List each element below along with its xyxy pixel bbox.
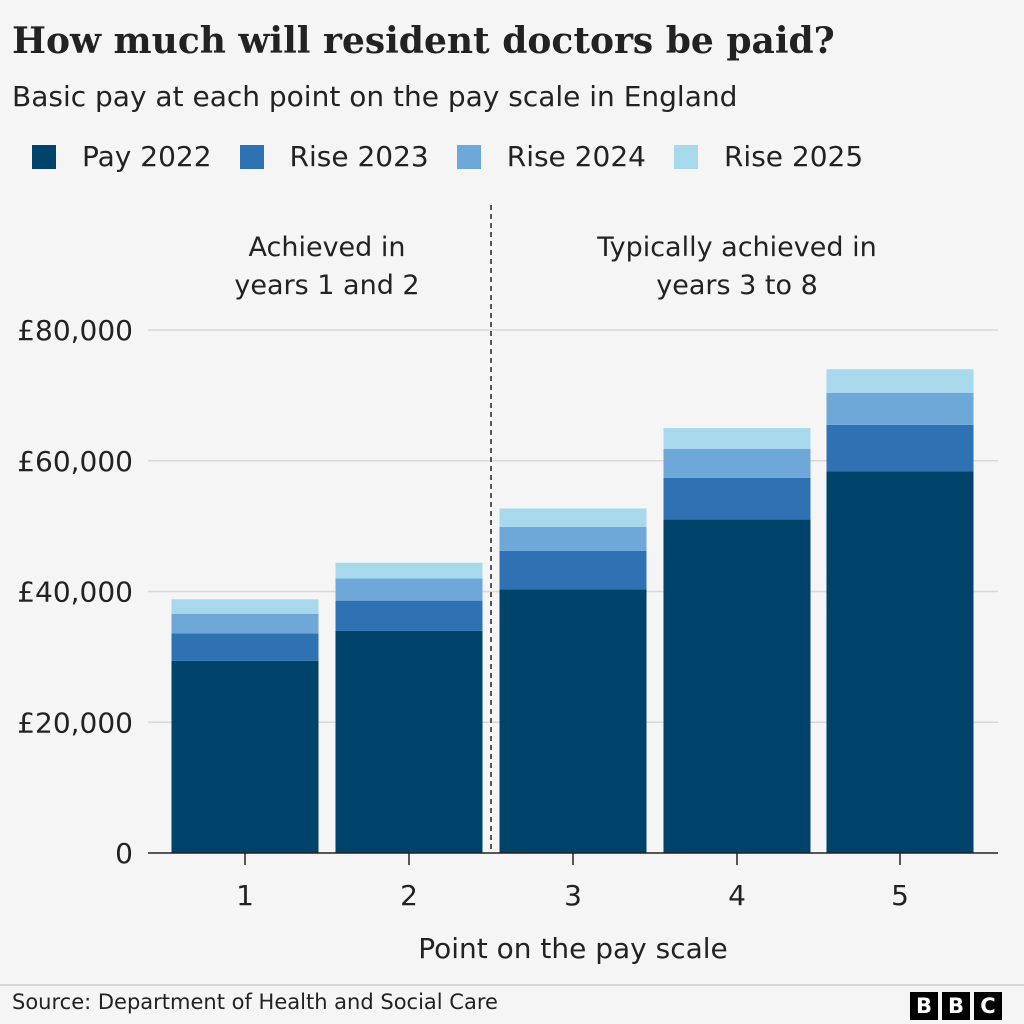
bbc-logo: B B C xyxy=(910,992,1002,1020)
bar-segment-pay-2022 xyxy=(826,471,974,853)
legend-item-rise-2024: Rise 2024 xyxy=(456,140,646,173)
legend-swatch xyxy=(32,144,56,169)
bar-segment-pay-2022 xyxy=(663,519,811,853)
annotation-text: Achieved in xyxy=(249,232,406,263)
legend-item-rise-2025: Rise 2025 xyxy=(673,140,864,173)
x-axis-label: Point on the pay scale xyxy=(418,932,728,965)
logo-letter: B xyxy=(942,992,970,1020)
bar-segment-rise-2024 xyxy=(499,526,647,551)
y-tick-label: £60,000 xyxy=(17,445,133,478)
bar-segment-rise-2023 xyxy=(171,633,319,661)
bar-segment-rise-2025 xyxy=(499,508,647,527)
x-tick-label: 4 xyxy=(728,879,746,912)
legend: Pay 2022 Rise 2023 Rise 2024 Rise 2025 xyxy=(32,140,891,173)
bar-segment-rise-2024 xyxy=(826,392,974,425)
legend-item-rise-2023: Rise 2023 xyxy=(239,140,429,173)
legend-swatch xyxy=(456,144,481,169)
bar-segment-rise-2025 xyxy=(335,562,483,579)
bar-segment-rise-2025 xyxy=(171,599,319,614)
legend-label: Pay 2022 xyxy=(82,140,212,173)
legend-swatch xyxy=(239,144,264,169)
bar-segment-rise-2025 xyxy=(826,369,974,393)
y-tick-label: £80,000 xyxy=(17,314,133,347)
bar-segment-rise-2023 xyxy=(499,550,647,590)
logo-letter: B xyxy=(910,992,938,1020)
legend-label: Rise 2023 xyxy=(289,140,429,173)
legend-label: Rise 2025 xyxy=(723,140,864,173)
bar-segment-rise-2024 xyxy=(335,578,483,601)
x-tick-label: 1 xyxy=(236,879,254,912)
bar-segment-pay-2022 xyxy=(335,630,483,853)
bar-segment-pay-2022 xyxy=(171,660,319,853)
x-tick-label: 3 xyxy=(564,879,582,912)
logo-letter: C xyxy=(974,992,1002,1020)
chart-subtitle: Basic pay at each point on the pay scale… xyxy=(12,80,738,113)
legend-item-pay-2022: Pay 2022 xyxy=(32,140,212,173)
bar-segment-rise-2024 xyxy=(663,448,811,478)
y-tick-label: £20,000 xyxy=(17,706,133,739)
legend-label: Rise 2024 xyxy=(506,140,646,173)
bar-segment-rise-2023 xyxy=(335,600,483,631)
y-tick-label: 0 xyxy=(115,837,133,870)
x-tick-label: 2 xyxy=(400,879,418,912)
annotation-text: Typically achieved in xyxy=(596,232,876,263)
chart-title: How much will resident doctors be paid? xyxy=(12,20,835,62)
bar-segment-rise-2023 xyxy=(826,424,974,472)
source-note: Source: Department of Health and Social … xyxy=(12,990,498,1014)
annotation-text: years 3 to 8 xyxy=(656,270,818,301)
y-tick-label: £40,000 xyxy=(17,576,133,609)
bar-segment-rise-2025 xyxy=(663,428,811,449)
bar-segment-rise-2024 xyxy=(171,613,319,634)
annotation-text: years 1 and 2 xyxy=(234,270,419,301)
legend-swatch xyxy=(673,144,698,169)
x-tick-label: 5 xyxy=(891,879,909,912)
bar-segment-rise-2023 xyxy=(663,477,811,520)
bar-segment-pay-2022 xyxy=(499,589,647,853)
